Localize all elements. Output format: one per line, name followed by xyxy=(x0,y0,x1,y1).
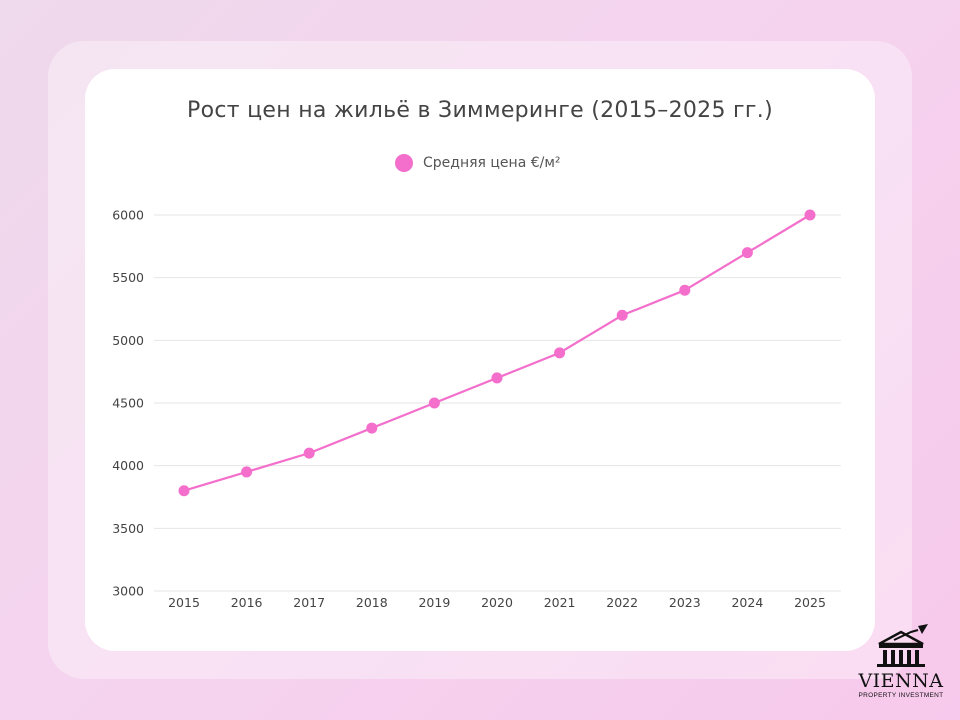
x-axis-labels: 2015 2016 2017 2018 2019 2020 2021 2022 2023 2024… xyxy=(168,595,826,610)
series-layer xyxy=(178,209,816,497)
y-axis-labels: 3000 3500 4000 4500 5000 5500 6000 xyxy=(112,208,144,599)
x-tick-label: 2023 xyxy=(669,595,701,610)
brand-tagline: PROPERTY INVESTMENT xyxy=(858,692,944,699)
chart-title: Рост цен на жильё в Зиммеринге (2015–202… xyxy=(187,98,773,123)
series-line xyxy=(183,214,811,492)
legend-marker xyxy=(395,154,413,172)
data-point xyxy=(741,247,753,259)
data-point xyxy=(366,422,378,434)
data-point xyxy=(804,209,816,221)
data-point xyxy=(241,466,253,478)
data-point xyxy=(303,447,315,459)
y-tick-label: 6000 xyxy=(112,208,144,223)
data-point xyxy=(491,372,503,384)
chart-legend: Средняя цена €/м² xyxy=(395,152,561,174)
x-tick-label: 2018 xyxy=(356,595,388,610)
y-tick-label: 5000 xyxy=(112,333,144,348)
x-tick-label: 2016 xyxy=(231,595,263,610)
building-logo-icon xyxy=(877,624,928,667)
data-point xyxy=(616,309,628,321)
x-tick-label: 2019 xyxy=(418,595,450,610)
x-tick-label: 2015 xyxy=(168,595,200,610)
data-point xyxy=(428,397,440,409)
y-tick-label: 3000 xyxy=(112,584,144,599)
chart-card xyxy=(85,69,875,651)
y-tick-label: 4000 xyxy=(112,458,144,473)
data-point xyxy=(554,347,566,359)
x-tick-label: 2024 xyxy=(731,595,763,610)
brand-name: VIENNA xyxy=(858,670,944,692)
grid-lines xyxy=(154,214,841,592)
y-tick-label: 5500 xyxy=(112,270,144,285)
x-tick-label: 2022 xyxy=(606,595,638,610)
data-point xyxy=(679,284,691,296)
x-tick-label: 2020 xyxy=(481,595,513,610)
y-tick-label: 3500 xyxy=(112,521,144,536)
y-tick-label: 4500 xyxy=(112,396,144,411)
data-point xyxy=(178,485,190,497)
legend-label: Средняя цена €/м² xyxy=(423,155,561,171)
x-tick-label: 2017 xyxy=(293,595,325,610)
x-tick-label: 2025 xyxy=(794,595,826,610)
x-tick-label: 2021 xyxy=(544,595,576,610)
